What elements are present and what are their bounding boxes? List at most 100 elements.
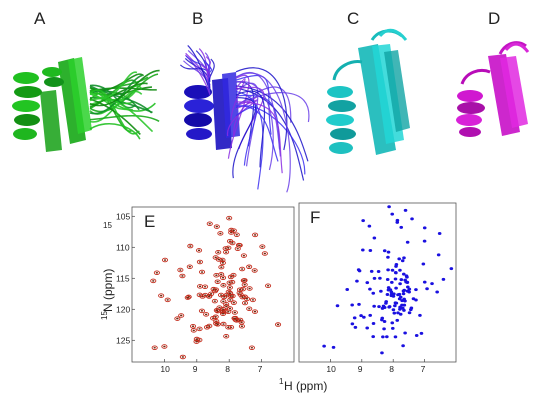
nmr-peak-core [229, 295, 233, 297]
nmr-peak [385, 335, 389, 339]
nmr-peak [196, 284, 204, 289]
nmr-peak-core [233, 317, 236, 320]
nmr-peak [227, 290, 234, 296]
x-tick-label: 8 [389, 364, 394, 374]
nmr-peak-core [228, 292, 232, 294]
nmr-peak [402, 256, 406, 260]
nmr-peak [251, 268, 258, 273]
nmr-peak [372, 304, 376, 308]
nmr-peak-core [228, 286, 232, 289]
nmr-peak [243, 296, 251, 302]
y-tick-label: 105 [116, 211, 130, 221]
nmr-peak [399, 278, 404, 282]
nmr-peak [372, 236, 377, 240]
nmr-peak [226, 285, 233, 290]
nmr-peak-core [208, 222, 211, 225]
nmr-peak [219, 257, 226, 263]
nmr-peak [400, 259, 405, 263]
nmr-peak [213, 321, 220, 326]
nmr-peak-core [215, 274, 218, 277]
structure-a-ribbon [12, 57, 160, 152]
structure-a-helix [12, 67, 64, 140]
nmr-peak [402, 308, 406, 312]
nmr-peak [219, 311, 227, 316]
nmr-peak [361, 219, 365, 223]
nmr-peak-core [235, 233, 238, 236]
nmr-peak [213, 272, 220, 278]
nmr-peak [214, 322, 221, 327]
structure-d-ribbon [456, 41, 530, 137]
spectrum-e-peaks [150, 215, 282, 360]
nmr-peak-core [155, 271, 159, 274]
nmr-peak [371, 291, 376, 295]
nmr-peak [365, 281, 370, 285]
nmr-peak [376, 270, 381, 274]
nmr-peak [223, 334, 230, 339]
nmr-peak [240, 253, 247, 258]
nmr-peak-core [198, 261, 202, 263]
y-tick-label: 110 [116, 242, 130, 252]
nmr-peak [394, 286, 398, 290]
nmr-peak [422, 226, 427, 230]
nmr-peak [229, 240, 236, 246]
nmr-peak [212, 314, 219, 320]
x-axis-label: 1 H (ppm) [279, 377, 327, 393]
nmr-peak-core [250, 346, 254, 349]
nmr-peak [233, 232, 240, 238]
x-tick-label: 10 [160, 364, 170, 374]
nmr-peak [381, 335, 385, 339]
nmr-peak [230, 300, 237, 305]
nmr-peak [241, 282, 248, 287]
nmr-peak [335, 304, 340, 308]
nmr-peak [187, 243, 194, 249]
nmr-peak [174, 316, 181, 321]
nmr-peak-core [181, 275, 184, 277]
nmr-peak [211, 298, 218, 304]
nmr-peak [223, 304, 230, 309]
nmr-peak [215, 257, 222, 262]
nmr-peak-core [215, 309, 219, 312]
nmr-peak [386, 250, 391, 254]
y-tick-label: 120 [116, 304, 130, 314]
nmr-peak [382, 327, 386, 331]
nmr-peak [396, 293, 400, 297]
nmr-peak [387, 205, 391, 209]
nmr-peak-core [217, 258, 221, 261]
y-axis-sup: 15 [100, 311, 109, 320]
nmr-peak [398, 307, 402, 311]
nmr-peak-core [180, 314, 183, 317]
nmr-peak-core [219, 232, 222, 235]
nmr-peak-core [232, 229, 236, 232]
nmr-peak [396, 311, 400, 315]
nmr-peak [449, 267, 454, 271]
nmr-peak-core [222, 284, 225, 287]
nmr-peak [261, 251, 268, 256]
nmr-peak-core [152, 280, 155, 282]
x-tick-label: 8 [225, 364, 230, 374]
x-tick-label: 7 [421, 364, 426, 374]
tail-strand [89, 89, 140, 135]
nmr-peak [153, 270, 160, 276]
spectrum-f-ticks: 10 9 8 7 [326, 359, 426, 374]
nmr-peak [350, 322, 355, 326]
spectrum-e: E 10 9 8 7 105 110 115 120 125 15 [103, 206, 295, 374]
y-axis-label: 15 N (ppm) [100, 269, 115, 320]
nmr-peak [353, 325, 358, 329]
tail-strand [89, 123, 141, 140]
nmr-peak [398, 268, 402, 272]
nmr-peak [350, 303, 354, 307]
nmr-peak [226, 215, 233, 221]
nmr-peak [405, 275, 409, 279]
x-tick-label: 9 [193, 364, 198, 374]
nmr-peak-core [192, 329, 195, 332]
nmr-peak-core [163, 259, 167, 261]
panel-label-c: C [347, 9, 359, 28]
nmr-peak [239, 266, 246, 272]
nmr-peak-core [231, 242, 234, 244]
nmr-peak-core [228, 217, 231, 219]
nmr-peak-core [248, 307, 251, 310]
nmr-peak [430, 282, 434, 286]
nmr-peak [227, 297, 234, 303]
nmr-peak-core [261, 245, 264, 248]
panel-label-d: D [488, 9, 500, 28]
